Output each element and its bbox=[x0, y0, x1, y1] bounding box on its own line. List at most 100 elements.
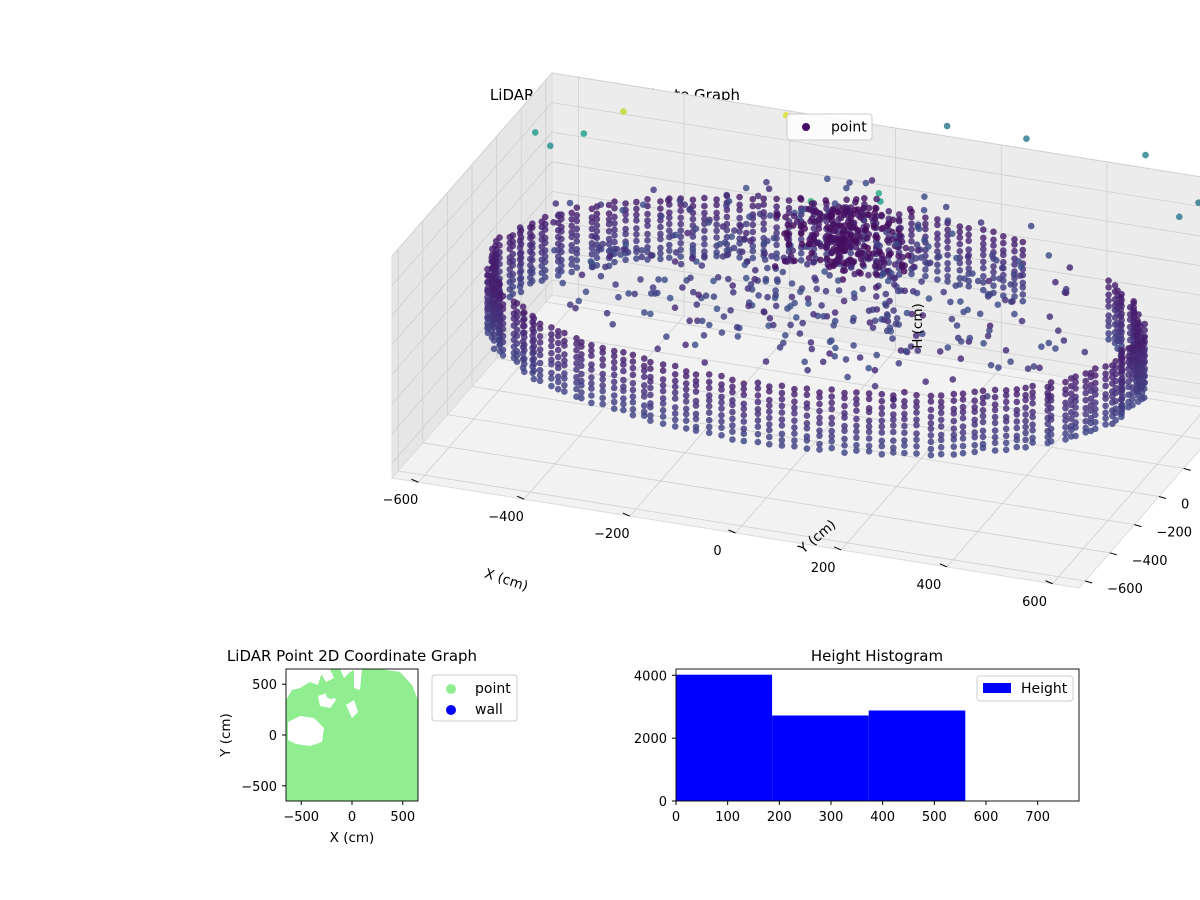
point-marker bbox=[1105, 317, 1112, 325]
point-marker bbox=[620, 400, 627, 408]
point-marker bbox=[984, 332, 992, 340]
point-marker bbox=[506, 286, 514, 293]
point-marker bbox=[797, 288, 804, 296]
point-marker bbox=[914, 347, 922, 354]
point-marker bbox=[536, 339, 544, 346]
point-marker bbox=[959, 396, 967, 403]
point-marker bbox=[1022, 391, 1029, 399]
point-marker bbox=[1062, 399, 1069, 407]
point-marker bbox=[797, 230, 805, 237]
point-marker bbox=[659, 387, 667, 395]
point-marker bbox=[682, 425, 690, 432]
point-marker bbox=[568, 261, 575, 268]
point-marker bbox=[927, 413, 935, 421]
x-tick-label: −600 bbox=[383, 493, 419, 508]
point-marker bbox=[1125, 371, 1132, 379]
point-marker bbox=[1046, 313, 1054, 321]
x-tick-label: 200 bbox=[811, 561, 836, 576]
point-marker bbox=[555, 211, 563, 218]
point-marker bbox=[953, 254, 960, 262]
point-marker bbox=[913, 436, 920, 444]
point-marker bbox=[829, 236, 837, 244]
point-marker bbox=[1109, 393, 1116, 400]
point-marker bbox=[611, 232, 618, 239]
point-marker bbox=[1117, 293, 1125, 301]
point-marker bbox=[1044, 439, 1051, 447]
point-marker bbox=[1117, 338, 1125, 345]
y-tick-label: −400 bbox=[1132, 554, 1168, 569]
point-marker bbox=[736, 228, 743, 235]
point-marker bbox=[756, 210, 764, 218]
point-marker bbox=[965, 237, 972, 245]
point-marker bbox=[694, 317, 701, 325]
plot-2d-legend-point: point bbox=[475, 681, 511, 697]
plot-2d-point bbox=[341, 688, 351, 698]
point-marker bbox=[506, 266, 514, 273]
point-marker bbox=[856, 234, 864, 241]
point-marker bbox=[1087, 407, 1095, 414]
point-marker bbox=[956, 223, 964, 230]
point-marker bbox=[1117, 332, 1125, 340]
point-marker bbox=[920, 206, 928, 214]
point-marker bbox=[890, 402, 897, 410]
point-marker bbox=[736, 214, 743, 222]
point-marker bbox=[597, 272, 605, 280]
point-marker bbox=[944, 344, 952, 351]
point-marker bbox=[578, 389, 585, 396]
point-marker bbox=[797, 257, 805, 264]
point-marker bbox=[959, 423, 967, 430]
point-marker bbox=[1011, 247, 1018, 255]
point-marker bbox=[1105, 297, 1112, 304]
point-marker bbox=[622, 225, 629, 233]
point-marker bbox=[613, 245, 621, 253]
x-tick-label: 0 bbox=[348, 810, 356, 825]
point-marker bbox=[605, 210, 613, 217]
point-marker bbox=[605, 228, 613, 235]
point-marker bbox=[588, 366, 595, 373]
point-marker bbox=[1109, 420, 1116, 428]
point-marker bbox=[692, 427, 700, 435]
point-marker bbox=[828, 427, 835, 435]
point-marker bbox=[1000, 239, 1007, 247]
point-marker bbox=[548, 349, 555, 357]
point-marker bbox=[554, 385, 562, 393]
point-marker bbox=[766, 212, 774, 219]
point-marker bbox=[679, 284, 686, 291]
point-marker bbox=[977, 219, 985, 226]
point-marker bbox=[484, 271, 492, 279]
point-marker bbox=[934, 248, 941, 255]
point-marker bbox=[797, 223, 805, 230]
point-marker bbox=[969, 270, 976, 277]
point-marker bbox=[1018, 317, 1026, 325]
point-marker bbox=[1102, 421, 1109, 428]
point-marker bbox=[1013, 424, 1021, 432]
point-marker bbox=[619, 206, 626, 214]
point-marker bbox=[1022, 444, 1029, 451]
point-marker bbox=[761, 250, 768, 257]
point-marker bbox=[527, 274, 534, 281]
point-marker bbox=[654, 289, 661, 297]
point-marker bbox=[1013, 386, 1021, 393]
point-marker bbox=[890, 428, 897, 436]
point-marker bbox=[934, 230, 941, 238]
point-marker bbox=[843, 196, 850, 203]
point-marker bbox=[730, 289, 737, 296]
point-marker bbox=[762, 358, 770, 365]
point-marker bbox=[740, 385, 748, 393]
point-marker bbox=[730, 244, 738, 252]
point-marker bbox=[620, 376, 627, 384]
point-marker bbox=[980, 226, 987, 233]
point-marker bbox=[778, 436, 786, 444]
point-marker bbox=[927, 451, 935, 459]
point-marker bbox=[740, 391, 748, 399]
point-marker bbox=[705, 219, 712, 226]
point-marker bbox=[689, 196, 697, 204]
point-marker bbox=[980, 340, 987, 347]
plot-2d-legend: point wall bbox=[431, 674, 518, 722]
point-marker bbox=[980, 258, 987, 266]
point-marker bbox=[588, 205, 596, 213]
point-marker bbox=[610, 364, 618, 372]
point-marker bbox=[572, 304, 579, 312]
point-marker bbox=[803, 385, 811, 393]
point-marker bbox=[1087, 387, 1095, 395]
